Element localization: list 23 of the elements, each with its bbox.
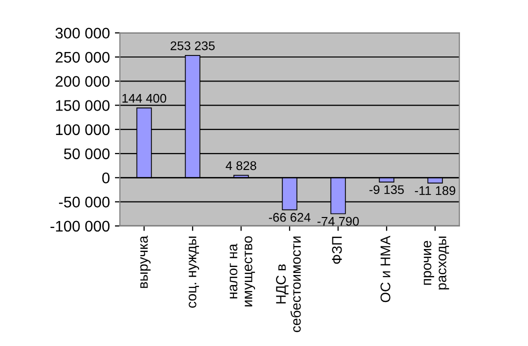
y-tick-label: -100 000 (50, 220, 110, 232)
y-tick-label: -50 000 (59, 196, 110, 208)
x-tick-label: выручка (140, 236, 151, 288)
x-tick-label: ОС и НМА (380, 236, 390, 302)
data-label: -9 135 (369, 185, 404, 194)
data-label: -11 189 (414, 186, 456, 196)
y-tick-label: 300 000 (55, 28, 110, 39)
x-tick-label: НДС в себестоимости (276, 236, 301, 332)
y-tick-label: 100 000 (56, 124, 110, 136)
y-tick-label: 250 000 (56, 52, 110, 63)
data-label: -66 624 (268, 212, 310, 222)
y-tick-label: 0 (102, 172, 110, 184)
y-tick-label: 50 000 (64, 148, 110, 160)
y-tick-label: 150 000 (56, 100, 110, 111)
x-tick-label: ФЗП (332, 236, 342, 264)
data-label: -74 790 (317, 216, 359, 226)
data-label: 4 828 (226, 161, 256, 170)
x-tick-label: налог на имущество (230, 236, 256, 306)
data-label: 144 400 (122, 94, 166, 103)
x-tick-label: соц. нужды (188, 236, 200, 308)
y-tick-label: 200 000 (56, 76, 110, 87)
data-label: 253 235 (170, 41, 215, 50)
x-tick-label: прочие расходы (424, 236, 450, 290)
